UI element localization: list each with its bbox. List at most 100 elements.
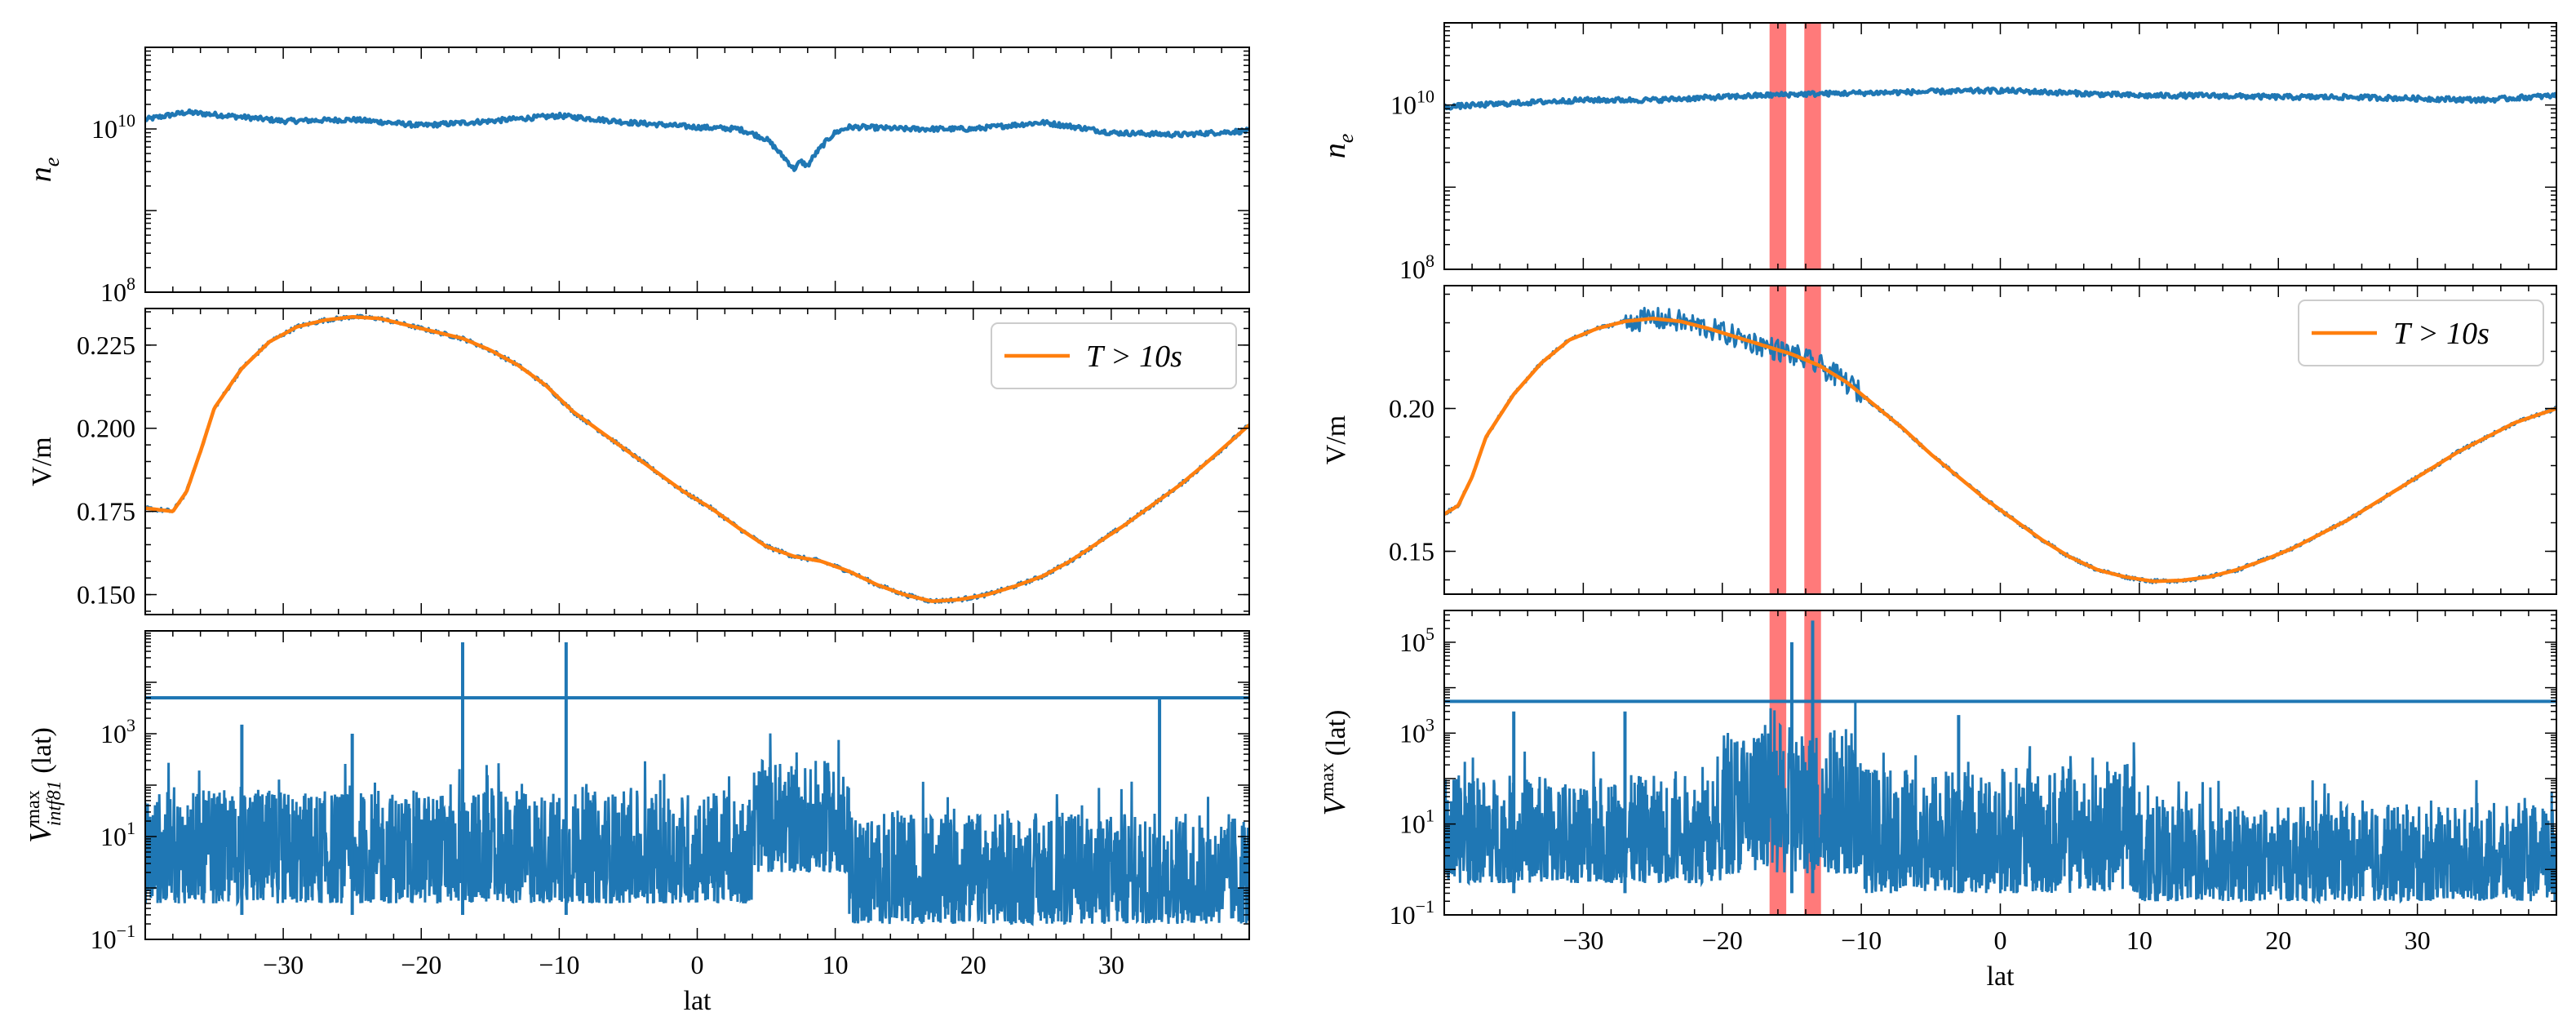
shaded-region-0 (1769, 286, 1787, 594)
y-axis-label: V/m (27, 437, 57, 486)
y-tick-label: 103 (1399, 714, 1434, 748)
y-tick-base: 10 (100, 719, 126, 748)
y-tick-exponent: −1 (117, 921, 135, 941)
vmax-series-line (1444, 702, 2556, 905)
x-tick-label: −10 (539, 950, 579, 979)
y-tick-label: 105 (1399, 624, 1434, 657)
y-tick-label: 0.225 (77, 331, 135, 360)
plot-area (1444, 286, 2556, 594)
y-tick-label: 0.175 (77, 497, 135, 526)
plot-area (145, 313, 1249, 605)
shaded-region-1 (1804, 23, 1821, 269)
legend-box (991, 322, 1237, 389)
y-label-sub: e (40, 158, 64, 167)
legend-label: T > 10s (2393, 317, 2490, 351)
y-tick-base: 10 (1399, 628, 1425, 657)
left-bottom-vmax-panel: −30 −20 −10 0 10 20 30lat10−1101103Vmaxintf81 … (23, 630, 1250, 1016)
y-tick-base: 10 (91, 114, 117, 144)
x-tick-label: 20 (2265, 926, 2291, 955)
y-tick-exponent: 8 (1425, 251, 1434, 271)
y-tick-label: 103 (100, 715, 135, 748)
plot-area (1444, 23, 2556, 269)
x-tick-label: −20 (401, 950, 441, 979)
y-label-main: n (1318, 143, 1352, 158)
x-tick-label: 10 (2126, 926, 2153, 955)
x-tick-label: −20 (1702, 926, 1743, 955)
x-tick-label: −10 (1841, 926, 1882, 955)
y-tick-label: 0.15 (1389, 537, 1434, 566)
y-tick-label: 1010 (1390, 87, 1434, 120)
y-tick-label: 108 (1399, 251, 1434, 284)
y-tick-exponent: 5 (1425, 624, 1434, 644)
legend-box (2298, 300, 2544, 366)
y-tick-exponent: 8 (126, 273, 135, 294)
y-tick-base: 10 (1399, 718, 1425, 748)
y-label-sub: e (1334, 134, 1358, 144)
y-label-main: V (24, 821, 58, 843)
axes-frame (144, 47, 1250, 293)
vmax-series-line (145, 733, 1249, 926)
ne-series-line (145, 108, 1249, 172)
y-tick-base: 10 (100, 822, 126, 851)
y-tick-label: 101 (1399, 806, 1434, 839)
y-tick-exponent: 1 (126, 818, 135, 838)
y-label-main: n (24, 166, 58, 182)
y-tick-label: 0.200 (77, 414, 135, 443)
y-label-sup: max (23, 790, 44, 823)
y-axis-label: Vmax (lat) (1317, 710, 1352, 816)
y-tick-base: 10 (1399, 810, 1425, 839)
x-tick-label: 0 (1994, 926, 2007, 955)
right-middle-field-panel: 0.15 0.20 V/m T > 10s (1321, 285, 2557, 595)
legend-label: T > 10s (1086, 340, 1182, 374)
x-tick-label: −30 (263, 950, 304, 979)
y-axis-label: V/m (1321, 415, 1351, 464)
left-middle-field-panel: 0.150 0.175 0.200 0.225 V/m T > 10s (27, 308, 1250, 615)
x-tick-label: 30 (1098, 950, 1124, 979)
y-tick-label: 10−1 (91, 921, 135, 954)
shaded-region-0 (1769, 23, 1787, 269)
y-tick-base: 10 (91, 925, 117, 954)
y-tick-exponent: 1 (1425, 806, 1434, 826)
y-axis-label: ne (1318, 134, 1358, 159)
y-tick-exponent: −1 (1416, 896, 1434, 917)
legend: T > 10s (2298, 300, 2544, 366)
x-tick-label: 0 (691, 950, 704, 979)
filtered-series-line (145, 314, 1249, 603)
y-tick-label: 1010 (91, 110, 135, 144)
y-tick-exponent: 10 (1417, 87, 1434, 107)
y-label-main: V (1318, 793, 1352, 815)
y-tick-label: 0.150 (77, 580, 135, 610)
plot-area (1444, 610, 2556, 915)
y-axis-label: ne (24, 158, 64, 183)
y-label-sub: intf81 (44, 780, 65, 826)
filtered-series-line (1444, 317, 2556, 584)
plot-area (145, 641, 1249, 926)
axes-frame (1443, 22, 2557, 270)
shaded-region-1 (1804, 286, 1821, 594)
y-label-tail: (lat) (1321, 710, 1351, 763)
ne-series-line (1444, 87, 2556, 111)
y-tick-label: 101 (100, 818, 135, 851)
x-tick-label: 10 (822, 950, 849, 979)
x-tick-label: 20 (960, 950, 987, 979)
x-axis-label: lat (1987, 961, 2015, 992)
y-tick-exponent: 3 (126, 715, 135, 735)
y-tick-label: 10−1 (1390, 896, 1434, 930)
y-label-sup: max (1317, 763, 1338, 797)
y-tick-exponent: 10 (117, 110, 135, 131)
y-tick-base: 10 (100, 277, 126, 307)
y-axis-label: Vmaxintf81 (lat) (23, 727, 65, 843)
y-tick-label: 0.20 (1389, 394, 1434, 424)
x-axis-label: lat (684, 986, 712, 1016)
legend: T > 10s (991, 322, 1237, 389)
y-tick-base: 10 (1399, 255, 1425, 284)
y-label-tail: (lat) (27, 727, 57, 780)
x-tick-label: 30 (2405, 926, 2431, 955)
y-tick-base: 10 (1390, 91, 1417, 120)
y-tick-exponent: 3 (1425, 714, 1434, 735)
y-tick-label: 108 (100, 273, 135, 307)
